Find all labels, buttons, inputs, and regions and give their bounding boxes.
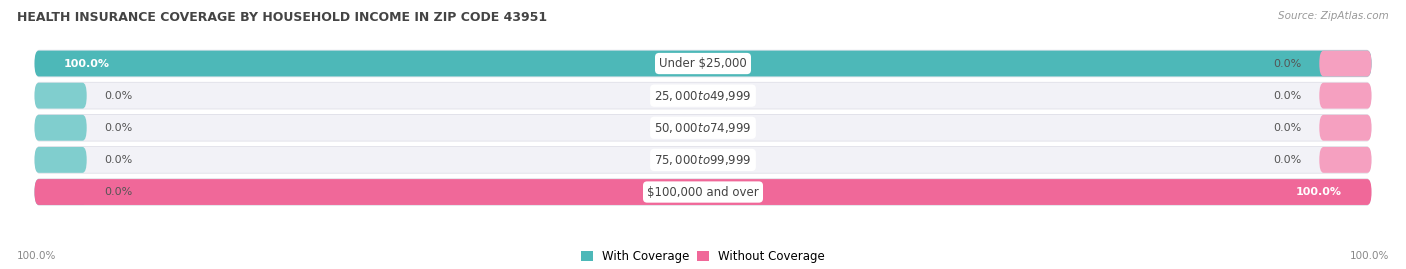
FancyBboxPatch shape (35, 82, 1371, 109)
FancyBboxPatch shape (35, 51, 1371, 76)
Text: Source: ZipAtlas.com: Source: ZipAtlas.com (1278, 11, 1389, 21)
FancyBboxPatch shape (1319, 83, 1371, 109)
FancyBboxPatch shape (1319, 147, 1371, 173)
Text: $25,000 to $49,999: $25,000 to $49,999 (654, 89, 752, 103)
Text: HEALTH INSURANCE COVERAGE BY HOUSEHOLD INCOME IN ZIP CODE 43951: HEALTH INSURANCE COVERAGE BY HOUSEHOLD I… (17, 11, 547, 24)
FancyBboxPatch shape (35, 178, 1371, 206)
FancyBboxPatch shape (35, 179, 1371, 205)
Text: 0.0%: 0.0% (104, 187, 132, 197)
Text: $75,000 to $99,999: $75,000 to $99,999 (654, 153, 752, 167)
Text: 0.0%: 0.0% (1274, 155, 1302, 165)
FancyBboxPatch shape (35, 146, 1371, 174)
Text: 0.0%: 0.0% (1274, 59, 1302, 69)
Text: 0.0%: 0.0% (1274, 91, 1302, 101)
Text: $50,000 to $74,999: $50,000 to $74,999 (654, 121, 752, 135)
FancyBboxPatch shape (1319, 115, 1371, 141)
Text: 0.0%: 0.0% (1274, 123, 1302, 133)
FancyBboxPatch shape (35, 115, 87, 141)
FancyBboxPatch shape (35, 147, 87, 173)
Legend: With Coverage, Without Coverage: With Coverage, Without Coverage (581, 250, 825, 263)
Text: 100.0%: 100.0% (17, 251, 56, 261)
FancyBboxPatch shape (35, 147, 1371, 173)
Text: Under $25,000: Under $25,000 (659, 57, 747, 70)
FancyBboxPatch shape (35, 114, 1371, 141)
Text: 0.0%: 0.0% (104, 91, 132, 101)
FancyBboxPatch shape (35, 179, 87, 205)
Text: 100.0%: 100.0% (63, 59, 110, 69)
Text: 0.0%: 0.0% (104, 155, 132, 165)
Text: 0.0%: 0.0% (104, 123, 132, 133)
Text: $100,000 and over: $100,000 and over (647, 186, 759, 199)
FancyBboxPatch shape (35, 83, 87, 109)
FancyBboxPatch shape (35, 179, 1371, 205)
Text: 100.0%: 100.0% (1296, 187, 1343, 197)
FancyBboxPatch shape (35, 83, 1371, 109)
FancyBboxPatch shape (35, 50, 1371, 77)
FancyBboxPatch shape (35, 115, 1371, 141)
FancyBboxPatch shape (1319, 51, 1371, 76)
Text: 100.0%: 100.0% (1350, 251, 1389, 261)
FancyBboxPatch shape (35, 51, 1371, 76)
